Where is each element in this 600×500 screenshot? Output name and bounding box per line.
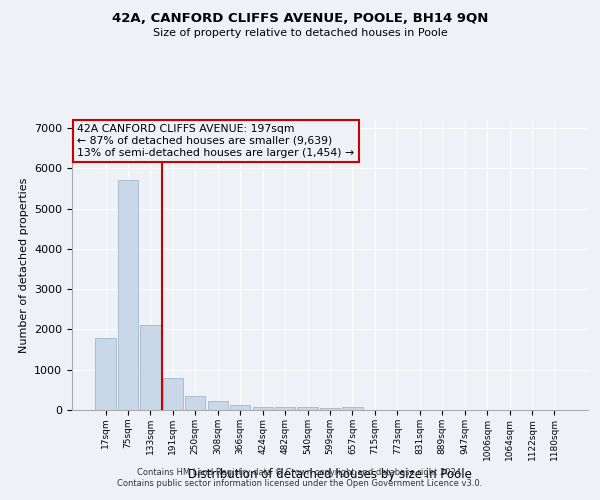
Text: Size of property relative to detached houses in Poole: Size of property relative to detached ho… xyxy=(152,28,448,38)
Bar xyxy=(320,408,340,410)
Bar xyxy=(185,396,205,410)
Bar xyxy=(208,401,228,410)
Bar xyxy=(275,407,295,410)
Y-axis label: Number of detached properties: Number of detached properties xyxy=(19,178,29,352)
Bar xyxy=(298,407,317,410)
X-axis label: Distribution of detached houses by size in Poole: Distribution of detached houses by size … xyxy=(188,468,472,481)
Bar xyxy=(140,326,161,410)
Text: 42A, CANFORD CLIFFS AVENUE, POOLE, BH14 9QN: 42A, CANFORD CLIFFS AVENUE, POOLE, BH14 … xyxy=(112,12,488,26)
Bar xyxy=(253,407,273,410)
Bar xyxy=(163,378,183,410)
Text: 42A CANFORD CLIFFS AVENUE: 197sqm
← 87% of detached houses are smaller (9,639)
1: 42A CANFORD CLIFFS AVENUE: 197sqm ← 87% … xyxy=(77,124,354,158)
Text: Contains HM Land Registry data © Crown copyright and database right 2024.
Contai: Contains HM Land Registry data © Crown c… xyxy=(118,468,482,487)
Bar xyxy=(95,338,116,410)
Bar xyxy=(118,180,138,410)
Bar xyxy=(230,405,250,410)
Bar xyxy=(343,407,362,410)
